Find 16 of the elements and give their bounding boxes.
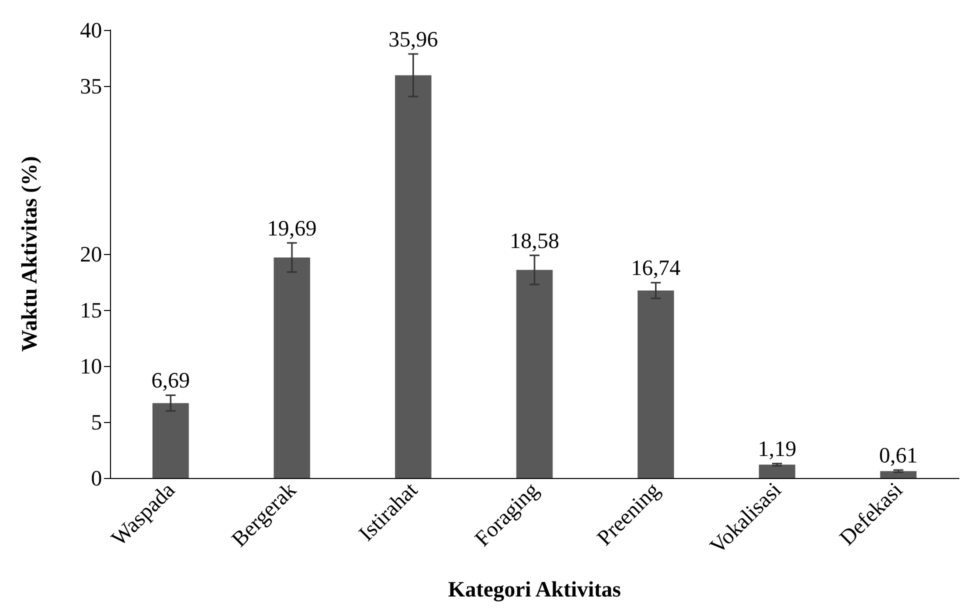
y-tick-label: 0 (91, 466, 102, 490)
x-axis-title: Kategori Aktivitas (448, 576, 622, 602)
y-tick-label: 5 (91, 410, 102, 434)
y-tick-label: 10 (80, 354, 102, 378)
data-label: 19,69 (267, 215, 317, 240)
data-label: 16,74 (631, 255, 681, 280)
y-tick-label: 35 (80, 74, 102, 98)
data-label: 0,61 (879, 442, 918, 468)
data-label: 18,58 (510, 228, 560, 253)
data-label: 6,69 (151, 368, 190, 393)
y-tick-label: 20 (80, 242, 102, 266)
data-label: 1,19 (758, 436, 796, 462)
y-tick-label: 15 (80, 298, 102, 322)
y-axis-title: Waktu Aktivitas (%) (16, 156, 42, 352)
data-label: 35,96 (388, 26, 438, 52)
y-tick-label: 40 (80, 18, 102, 42)
